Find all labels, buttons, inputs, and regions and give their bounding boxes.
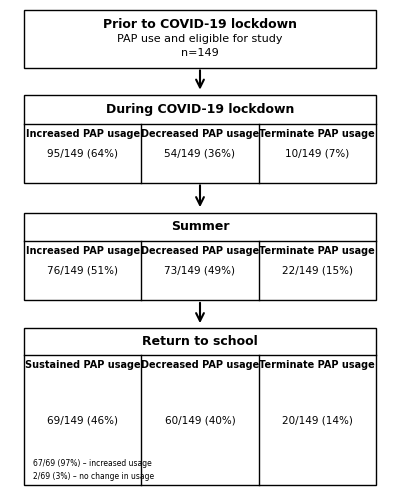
Text: Prior to COVID-19 lockdown: Prior to COVID-19 lockdown — [103, 18, 297, 30]
Text: 76/149 (51%): 76/149 (51%) — [47, 266, 118, 276]
Text: Terminate PAP usage: Terminate PAP usage — [260, 129, 375, 139]
Text: Increased PAP usage: Increased PAP usage — [26, 246, 140, 256]
Text: Sustained PAP usage: Sustained PAP usage — [25, 360, 140, 370]
Text: Terminate PAP usage: Terminate PAP usage — [260, 246, 375, 256]
Bar — [24, 95, 376, 182]
Text: Decreased PAP usage: Decreased PAP usage — [141, 360, 259, 370]
Text: Decreased PAP usage: Decreased PAP usage — [141, 246, 259, 256]
Text: During COVID-19 lockdown: During COVID-19 lockdown — [106, 103, 294, 116]
Text: 54/149 (36%): 54/149 (36%) — [164, 148, 236, 158]
Text: 10/149 (7%): 10/149 (7%) — [285, 148, 350, 158]
Text: 60/149 (40%): 60/149 (40%) — [165, 415, 235, 425]
Bar — [24, 10, 376, 68]
Text: 95/149 (64%): 95/149 (64%) — [47, 148, 118, 158]
Text: 22/149 (15%): 22/149 (15%) — [282, 266, 353, 276]
Text: Return to school: Return to school — [142, 335, 258, 348]
Bar — [24, 328, 376, 485]
Text: Decreased PAP usage: Decreased PAP usage — [141, 129, 259, 139]
Text: Increased PAP usage: Increased PAP usage — [26, 129, 140, 139]
Text: 20/149 (14%): 20/149 (14%) — [282, 415, 353, 425]
Text: 67/69 (97%) – increased usage
2/69 (3%) – no change in usage: 67/69 (97%) – increased usage 2/69 (3%) … — [33, 460, 154, 481]
Bar — [24, 212, 376, 300]
Text: 73/149 (49%): 73/149 (49%) — [164, 266, 236, 276]
Text: PAP use and eligible for study
n=149: PAP use and eligible for study n=149 — [117, 34, 283, 58]
Text: Terminate PAP usage: Terminate PAP usage — [260, 360, 375, 370]
Text: 69/149 (46%): 69/149 (46%) — [47, 415, 118, 425]
Text: Summer: Summer — [171, 220, 229, 234]
